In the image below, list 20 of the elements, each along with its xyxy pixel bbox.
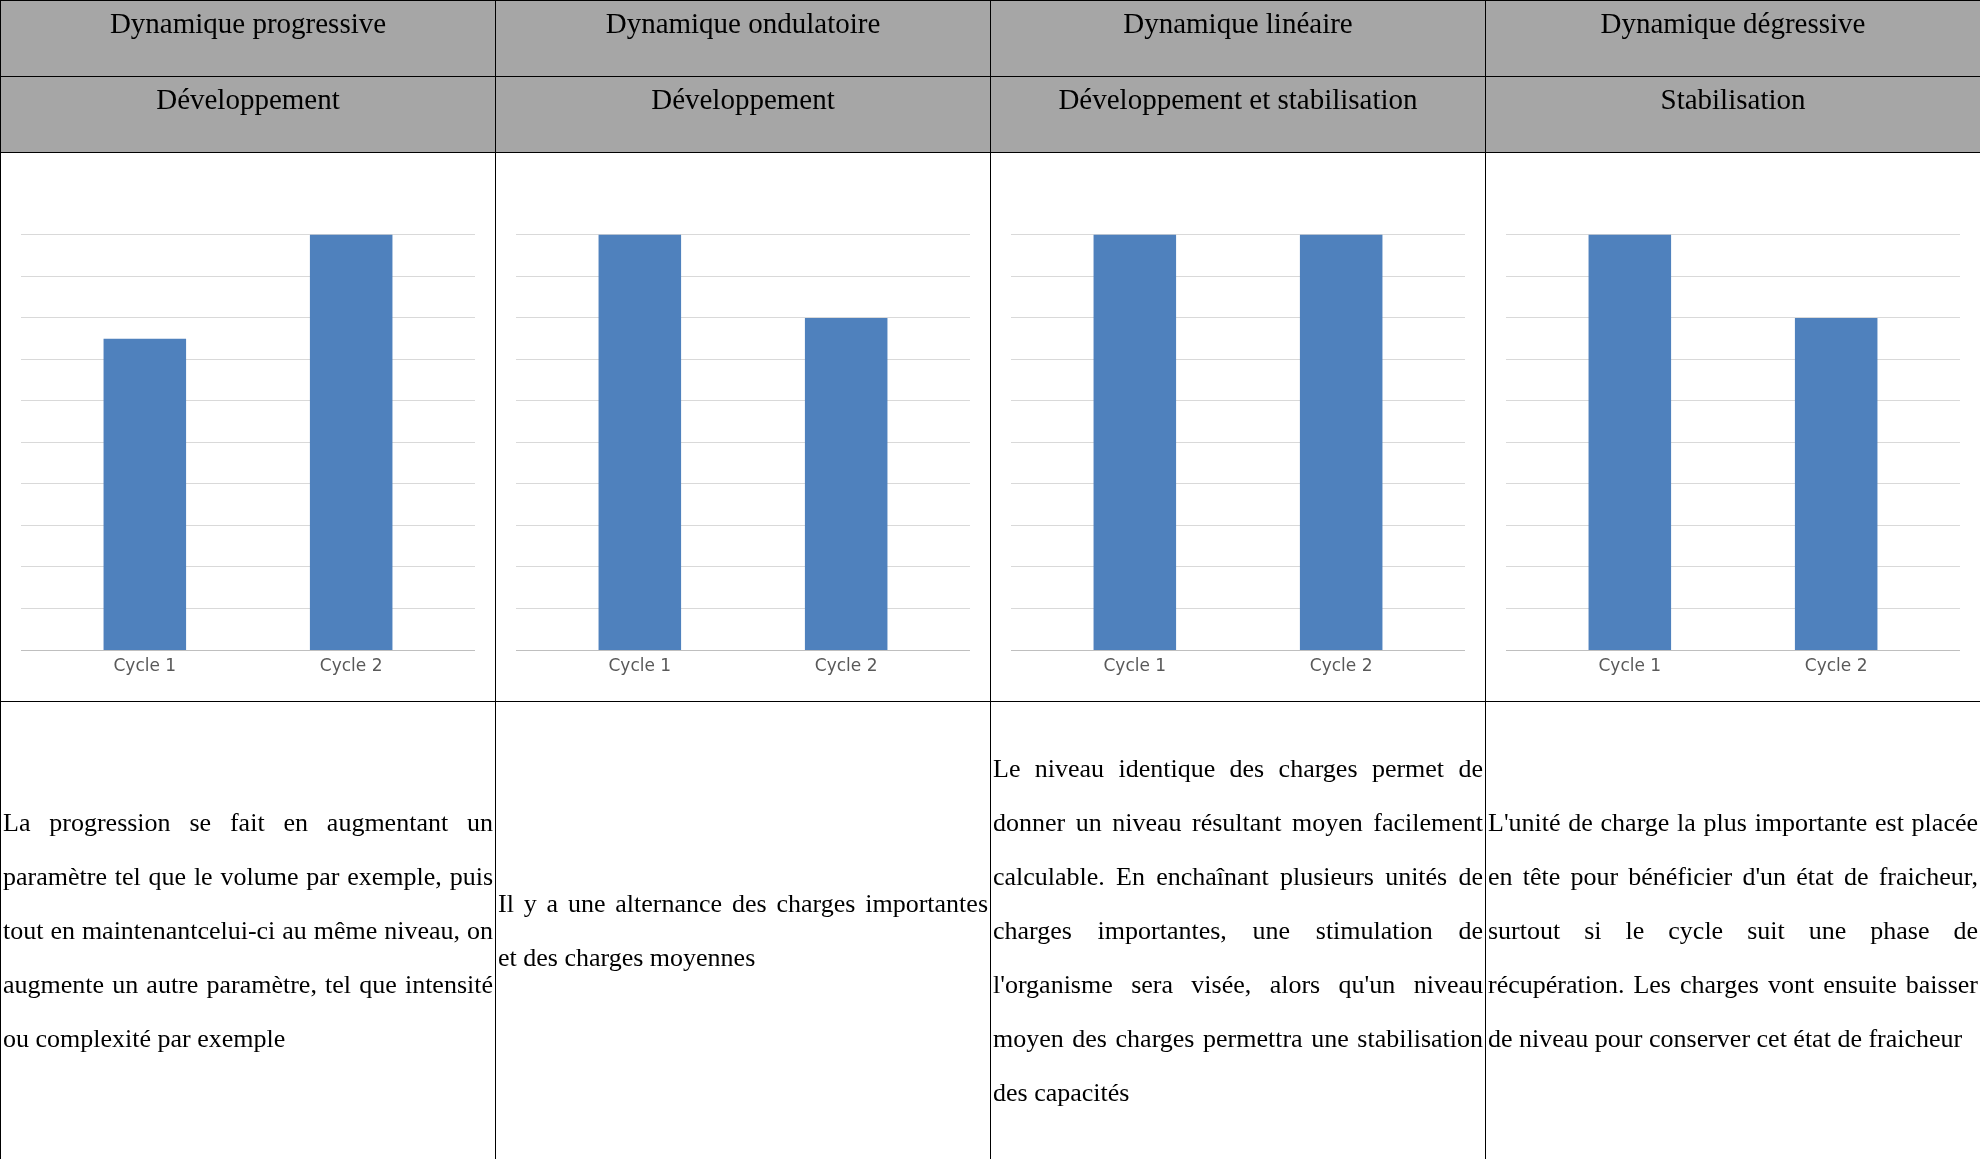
chart-title: Dynamique ondulatoire — [496, 1, 990, 77]
x-tick-label: Cycle 2 — [319, 655, 383, 676]
x-tick-label: Cycle 1 — [1103, 655, 1167, 676]
x-tick-label: Cycle 1 — [113, 655, 177, 676]
x-tick-label: Cycle 2 — [1309, 655, 1373, 676]
x-tick-label: Cycle 2 — [814, 655, 878, 676]
chart-subtitle: Développement et stabilisation — [991, 77, 1485, 153]
x-tick-label: Cycle 1 — [1598, 655, 1662, 676]
x-tick-label: Cycle 2 — [1804, 655, 1868, 676]
chart-title: Dynamique linéaire — [991, 1, 1485, 77]
chart-subtitle: Développement — [1, 77, 495, 153]
text: Il y a une alternance des charges importantes et des charges moyennes — [498, 887, 988, 974]
text: L'unité de charge la plus importante est placée en tête pour bénéficier d'un état de fraicheur, surtout si le cycle suit une phase de récupération. Les charges vont ensuite baisser de niveau pour conserver cet état de fraicheur — [1488, 806, 1978, 1055]
chart-title: Dynamique dégressive — [1486, 1, 1980, 77]
chart-subtitle: Développement — [496, 77, 990, 153]
chart-title: Dynamique progressive — [1, 1, 495, 77]
text: La progression se fait en augmentant un paramètre tel que le volume par exemple, puis tout en maintenantcelui-ci au même niveau, on augmente un autre paramètre, tel que intensité ou complexité par exemple — [3, 806, 493, 1055]
x-tick-label: Cycle 1 — [608, 655, 672, 676]
chart-subtitle: Stabilisation — [1486, 77, 1980, 153]
text: Le niveau identique des charges permet de donner un niveau résultant moyen facilement calculable. En enchaînant plusieurs unités de charges importantes, une stimulation de l'organisme sera visée, alors qu'un niveau moyen des charges permettra une stabilisation des capacités — [993, 752, 1483, 1109]
